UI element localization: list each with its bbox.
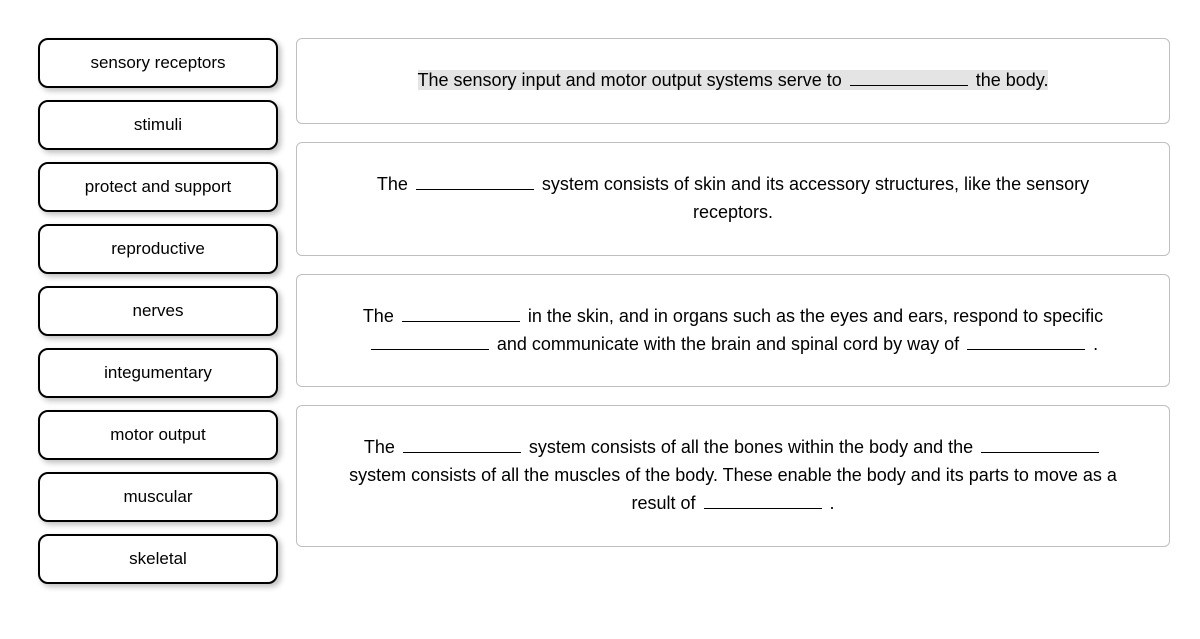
sentence-text: The system consists of skin and its acce… <box>377 174 1089 222</box>
blank-slot[interactable] <box>981 436 1099 453</box>
term-label: muscular <box>124 487 193 507</box>
sentence-segment: system consists of all the bones within … <box>524 437 978 457</box>
sentence-segment: the body. <box>971 70 1049 90</box>
term-tile[interactable]: skeletal <box>38 534 278 584</box>
sentence-card: The system consists of all the bones wit… <box>296 405 1170 547</box>
blank-slot[interactable] <box>416 173 534 190</box>
terms-column: sensory receptors stimuli protect and supp… <box>38 38 278 584</box>
term-label: nerves <box>132 301 183 321</box>
blank-slot[interactable] <box>850 69 968 86</box>
term-label: protect and support <box>85 177 231 197</box>
sentence-card: The system consists of skin and its acce… <box>296 142 1170 256</box>
sentences-column: The sensory input and motor output syste… <box>296 38 1170 547</box>
blank-slot[interactable] <box>967 332 1085 349</box>
blank-slot[interactable] <box>371 332 489 349</box>
sentence-text: The sensory input and motor output syste… <box>418 70 1049 90</box>
sentence-segment: The <box>377 174 413 194</box>
term-label: integumentary <box>104 363 212 383</box>
term-tile[interactable]: muscular <box>38 472 278 522</box>
term-label: motor output <box>110 425 205 445</box>
term-tile[interactable]: stimuli <box>38 100 278 150</box>
exercise-layout: sensory receptors stimuli protect and supp… <box>38 38 1170 584</box>
sentence-segment: and communicate with the brain and spina… <box>492 334 964 354</box>
term-label: reproductive <box>111 239 205 259</box>
term-label: skeletal <box>129 549 187 569</box>
sentence-segment: The <box>364 437 400 457</box>
sentence-segment: The <box>363 306 399 326</box>
sentence-segment: . <box>1088 334 1098 354</box>
sentence-card: The sensory input and motor output syste… <box>296 38 1170 124</box>
sentence-segment: The sensory input and motor output syste… <box>418 70 847 90</box>
sentence-segment: . <box>825 493 835 513</box>
blank-slot[interactable] <box>403 436 521 453</box>
term-tile[interactable]: sensory receptors <box>38 38 278 88</box>
sentence-text: The system consists of all the bones wit… <box>349 437 1117 513</box>
term-tile[interactable]: protect and support <box>38 162 278 212</box>
term-tile[interactable]: integumentary <box>38 348 278 398</box>
blank-slot[interactable] <box>402 305 520 322</box>
sentence-text: The in the skin, and in organs such as t… <box>363 306 1103 354</box>
term-tile[interactable]: motor output <box>38 410 278 460</box>
term-label: stimuli <box>134 115 182 135</box>
sentence-segment: in the skin, and in organs such as the e… <box>523 306 1103 326</box>
term-label: sensory receptors <box>90 53 225 73</box>
sentence-card: The in the skin, and in organs such as t… <box>296 274 1170 388</box>
sentence-segment: system consists of skin and its accessor… <box>537 174 1089 222</box>
term-tile[interactable]: nerves <box>38 286 278 336</box>
blank-slot[interactable] <box>704 492 822 509</box>
term-tile[interactable]: reproductive <box>38 224 278 274</box>
